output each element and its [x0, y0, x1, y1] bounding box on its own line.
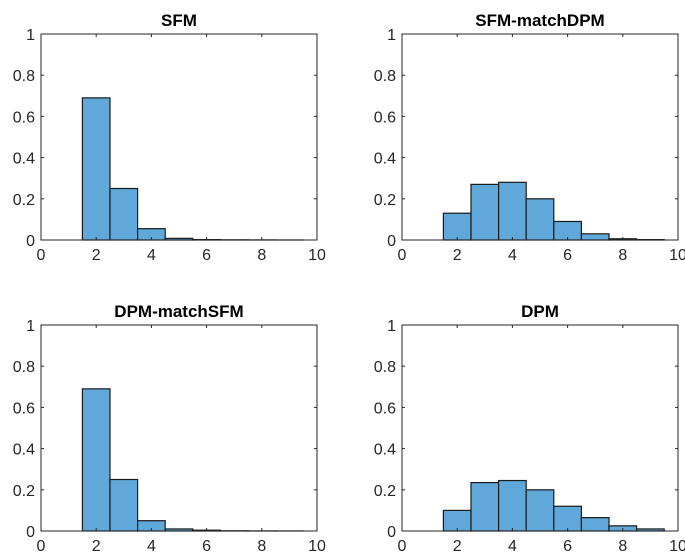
dpm-ytick-label-2: 0.4	[374, 442, 396, 459]
dpm-matchsfm-ytick-label-2: 0.4	[13, 442, 35, 459]
sfm-xtick-label-4: 8	[257, 247, 266, 264]
dpm-axes-box	[401, 324, 679, 532]
dpm-ytick-label-5: 1	[387, 318, 396, 335]
dpm-matchsfm-xtick-label-1: 2	[92, 538, 101, 555]
sfm-xtick-label-0: 0	[37, 247, 46, 264]
dpm-matchsfm-xtick-label-5: 10	[308, 538, 326, 555]
sfm-ytick-label-1: 0.2	[13, 192, 35, 209]
dpm-matchsfm-xtick-label-2: 4	[147, 538, 156, 555]
sfm-ytick-label-5: 1	[26, 27, 35, 44]
sfm-xtick-label-2: 4	[147, 247, 156, 264]
sfm-xtick-label-1: 2	[92, 247, 101, 264]
dpm-xtick-label-4: 8	[618, 538, 627, 555]
sfm-ytick-label-4: 0.8	[13, 68, 35, 85]
sfm-matchdpm-ytick-label-4: 0.8	[374, 68, 396, 85]
sfm-ytick-label-3: 0.6	[13, 109, 35, 126]
dpm-matchsfm-xtick-label-4: 8	[257, 538, 266, 555]
sfm-matchdpm-ytick-label-5: 1	[387, 27, 396, 44]
sfm-matchdpm-xtick-label-0: 0	[398, 247, 407, 264]
sfm-bar-0	[81, 97, 111, 241]
dpm-matchsfm-bar-0	[81, 388, 111, 532]
sfm-matchdpm-xtick-label-2: 4	[508, 247, 517, 264]
sfm-matchdpm-title: SFM-matchDPM	[475, 11, 604, 30]
dpm-matchsfm-xtick-label-3: 6	[202, 538, 211, 555]
dpm-xtick-label-0: 0	[398, 538, 407, 555]
dpm-bar-3	[525, 489, 555, 532]
dpm-bar-1	[470, 481, 500, 532]
sfm-title: SFM	[161, 11, 197, 30]
sfm-matchdpm-ytick-label-3: 0.6	[374, 109, 396, 126]
sfm-matchdpm-bar-3	[525, 198, 555, 241]
dpm-ytick-label-3: 0.6	[374, 400, 396, 417]
sfm-matchdpm-bar-2	[498, 181, 527, 241]
dpm-bar-5	[580, 517, 610, 532]
dpm-bar-4	[553, 505, 582, 532]
dpm-bar-0	[442, 509, 472, 532]
panel-dpm-matchsfm: 0 2 4 6 8 10 0 0.2 0.4 0.6 0.8 1 DPM-matchSFM	[13, 302, 326, 555]
dpm-matchsfm-axes-box	[40, 324, 318, 532]
dpm-matchsfm-ytick-label-0: 0	[26, 524, 35, 541]
sfm-matchdpm-xtick-label-4: 8	[618, 247, 627, 264]
dpm-matchsfm-ytick-label-5: 1	[26, 318, 35, 335]
dpm-matchsfm-xtick-label-0: 0	[37, 538, 46, 555]
dpm-xtick-label-2: 4	[508, 538, 517, 555]
sfm-matchdpm-bar-5	[580, 233, 610, 241]
dpm-ytick-label-4: 0.8	[374, 359, 396, 376]
sfm-bar-1	[109, 187, 139, 241]
panel-sfm: 0 2 4 6 8 10 0 0.2 0.4 0.6 0.8 1 SFM	[13, 11, 326, 264]
dpm-matchsfm-ytick-label-4: 0.8	[13, 359, 35, 376]
sfm-ytick-label-2: 0.4	[13, 151, 35, 168]
dpm-ytick-label-0: 0	[387, 524, 396, 541]
sfm-matchdpm-ytick-label-0: 0	[387, 233, 396, 250]
sfm-matchdpm-xtick-label-1: 2	[453, 247, 462, 264]
dpm-matchsfm-ytick-label-3: 0.6	[13, 400, 35, 417]
sfm-matchdpm-xtick-label-3: 6	[563, 247, 572, 264]
sfm-matchdpm-ytick-label-2: 0.4	[374, 151, 396, 168]
sfm-matchdpm-xtick-label-5: 10	[669, 247, 685, 264]
dpm-matchsfm-ytick-label-1: 0.2	[13, 483, 35, 500]
sfm-matchdpm-ytick-label-1: 0.2	[374, 192, 396, 209]
sfm-xtick-label-3: 6	[202, 247, 211, 264]
dpm-matchsfm-bar-1	[109, 478, 139, 532]
sfm-matchdpm-axes-box	[401, 33, 679, 241]
dpm-title: DPM	[521, 302, 559, 321]
sfm-ytick-label-0: 0	[26, 233, 35, 250]
sfm-matchdpm-bar-1	[470, 183, 500, 241]
sfm-matchdpm-bar-0	[442, 212, 472, 241]
dpm-xtick-label-1: 2	[453, 538, 462, 555]
dpm-bar-2	[498, 479, 527, 532]
dpm-matchsfm-title: DPM-matchSFM	[114, 302, 243, 321]
panel-dpm: 0 2 4 6 8 10 0 0.2 0.4 0.6 0.8 1 DPM	[374, 302, 685, 555]
dpm-xtick-label-5: 10	[669, 538, 685, 555]
dpm-xtick-label-3: 6	[563, 538, 572, 555]
sfm-axes-box	[40, 33, 318, 241]
panel-sfm-matchdpm: 0 2 4 6 8 10 0 0.2 0.4 0.6 0.8 1 SFM-matchDPM	[374, 11, 685, 264]
sfm-xtick-label-5: 10	[308, 247, 326, 264]
dpm-ytick-label-1: 0.2	[374, 483, 396, 500]
